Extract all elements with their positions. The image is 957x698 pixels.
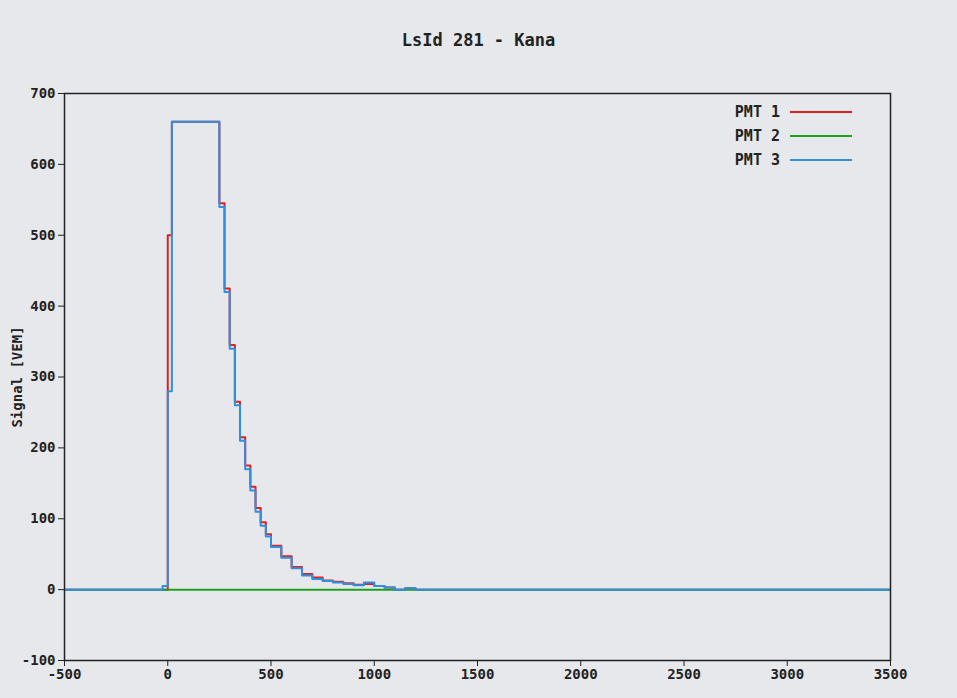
svg-text:0: 0 (47, 581, 55, 597)
svg-text:-100: -100 (21, 652, 56, 668)
svg-text:200: 200 (30, 439, 55, 455)
html-text:PMT 1: PMT 1 (734, 103, 780, 121)
svg-text:3500: 3500 (874, 666, 908, 682)
svg-text:100: 100 (30, 510, 55, 526)
svg-text:1000: 1000 (357, 666, 391, 682)
svg-text:3000: 3000 (770, 666, 804, 682)
html-text:PMT 2: PMT 2 (734, 127, 780, 145)
html-text:LsId 281 - Kana: LsId 281 - Kana (401, 30, 556, 50)
svg-text:300: 300 (30, 368, 55, 384)
svg-text:500: 500 (30, 227, 55, 243)
svg-text:0: 0 (164, 666, 172, 682)
svg-text:700: 700 (30, 85, 55, 101)
svg-text:1500: 1500 (461, 666, 495, 682)
svg-text:-500: -500 (48, 666, 82, 682)
html-text:PMT 3: PMT 3 (734, 151, 780, 169)
svg-text:500: 500 (258, 666, 283, 682)
svg-text:2000: 2000 (564, 666, 598, 682)
svg-text:2500: 2500 (667, 666, 701, 682)
svg-text:600: 600 (30, 156, 55, 172)
svg-text:400: 400 (30, 298, 55, 314)
svg-text:Signal [VEM]: Signal [VEM] (9, 326, 25, 427)
